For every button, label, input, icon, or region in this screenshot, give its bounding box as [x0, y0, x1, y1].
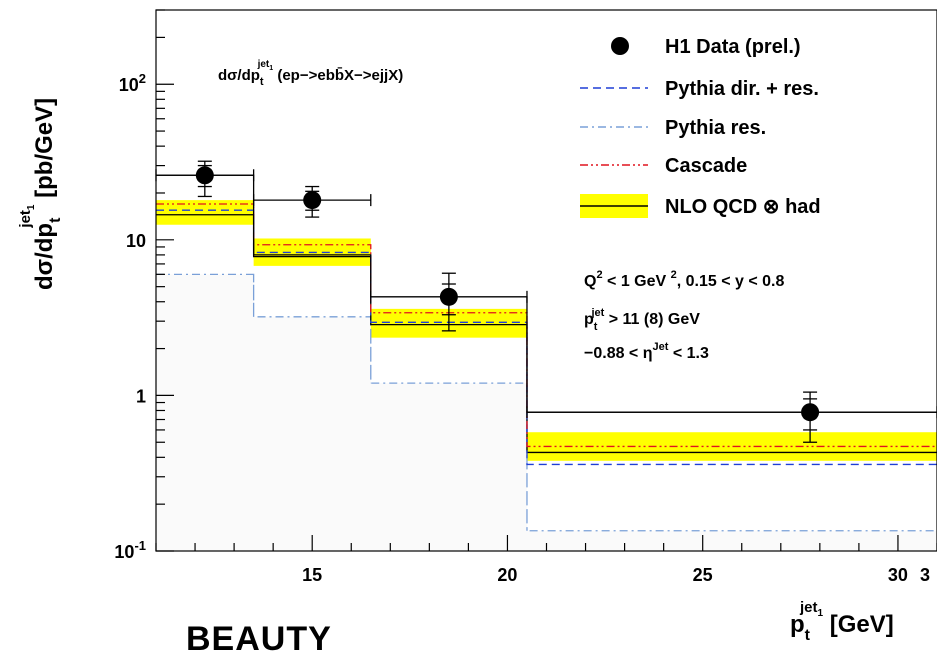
axes: 15 20 25 30 3 10-1 1 10 102 [114, 9, 937, 585]
series-line-envelope [156, 174, 937, 413]
legend-label: Cascade [665, 155, 747, 177]
y-tick-label: 10-1 [114, 538, 146, 562]
y-tick-label: 1 [136, 386, 146, 406]
nlo-band-bin [526, 432, 937, 461]
series-line-pythia-res [156, 273, 937, 532]
legend-label: NLO QCD ⊗ had [665, 196, 821, 218]
legend: H1 Data (prel.) Pythia dir. + res. Pythia … [580, 36, 821, 218]
data-point [439, 287, 458, 306]
legend-label: Pythia dir. + res. [665, 78, 819, 100]
y-tick-label: 102 [119, 71, 146, 95]
annotation-pt-cut: ptjet > 11 (8) GeV [584, 307, 700, 333]
data-point [303, 191, 322, 210]
pythia-res-fill-bin [253, 316, 371, 551]
y-axis-label: dσ/dptjet1 [pb/GeV] [17, 98, 64, 290]
legend-label: H1 Data (prel.) [665, 36, 801, 58]
data-point [801, 403, 820, 422]
pythia-res-fill-bin [156, 274, 254, 551]
chart-svg: 15 20 25 30 3 10-1 1 10 102 dσ/dptjet1 (ep−>ebb̄… [17, 9, 937, 641]
legend-marker-data [611, 37, 629, 55]
annotation-eta-cut: −0.88 < ηJet < 1.3 [584, 341, 709, 362]
x-tick-label: 3 [920, 565, 930, 585]
plot-area [155, 160, 937, 551]
chart-title: dσ/dptjet1 (ep−>ebb̄X−>ejjX) [218, 59, 403, 88]
pythia-res-fill-bin [370, 383, 527, 551]
y-tick-label: 10 [126, 231, 146, 251]
pythia-res-fill-bin [526, 530, 937, 551]
x-tick-label: 30 [888, 565, 908, 585]
x-tick-label: 20 [497, 565, 517, 585]
beauty-label: BEAUTY [186, 620, 332, 658]
legend-label: Pythia res. [665, 117, 766, 139]
x-tick-label: 25 [693, 565, 713, 585]
annotation-q2: Q2 < 1 GeV 2, 0.15 < y < 0.8 [584, 269, 784, 290]
x-axis-label: ptjet1 [GeV] [790, 599, 894, 641]
x-tick-label: 15 [302, 565, 322, 585]
data-point [195, 166, 214, 185]
